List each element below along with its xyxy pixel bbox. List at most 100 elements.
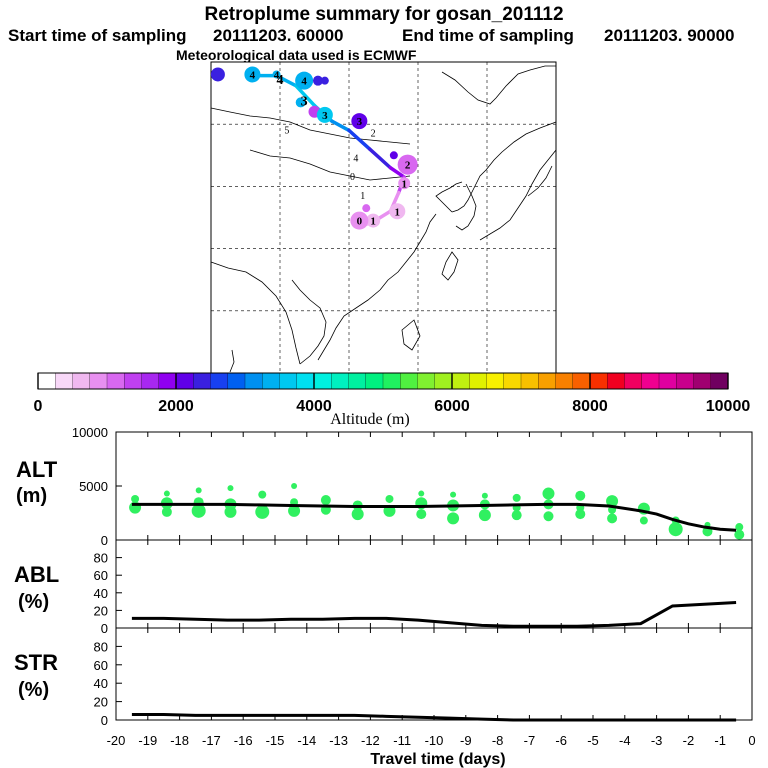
alt-scatter-point	[575, 490, 586, 501]
korea-peninsula	[455, 183, 477, 231]
trajectory-marker	[210, 67, 225, 82]
coast-japan	[479, 149, 557, 241]
colorbar-tick-label: 2000	[158, 398, 194, 415]
trajectory-marker	[397, 154, 418, 175]
trajectory-segment	[347, 128, 372, 151]
alt-scatter-point	[351, 508, 364, 521]
alt-mean-line	[131, 502, 737, 532]
alt-scatter-point	[450, 491, 457, 498]
alt-ylabel: ALT	[16, 457, 58, 482]
end-time-label: End time of sampling	[402, 26, 574, 45]
y-tick-label: 80	[94, 639, 108, 654]
map-day-label: 4	[353, 154, 358, 165]
alt-scatter-point	[478, 509, 491, 522]
abl-line	[131, 600, 737, 628]
map-gridlines	[211, 62, 556, 373]
colorbar-cell	[296, 372, 315, 390]
coast-china-east	[379, 213, 437, 291]
colorbar-cell	[313, 372, 332, 390]
x-tick-label: -3	[651, 733, 663, 748]
str-line	[131, 712, 737, 722]
colorbar-cell	[641, 372, 660, 390]
coast-korea-north	[451, 169, 487, 213]
marker-day-label: 0	[357, 216, 363, 228]
colorbar-cell	[589, 372, 608, 390]
colorbar-tick-label: 0	[34, 398, 43, 415]
y-tick-label: 0	[101, 621, 108, 636]
colorbar-cell	[676, 372, 694, 390]
trajectory-marker	[320, 76, 329, 85]
alt-scatter-point	[320, 495, 331, 506]
start-time-label: Start time of sampling	[8, 26, 187, 45]
y-tick-label: 0	[101, 533, 108, 548]
colorbar-cell	[417, 372, 436, 390]
coast-china-south	[317, 289, 381, 361]
colorbar-cell	[434, 372, 453, 390]
colorbar-cell	[55, 372, 73, 390]
coast-indochina	[291, 279, 327, 365]
trajectory-marker	[295, 97, 306, 108]
coast-bay-of-bengal	[210, 261, 301, 365]
altitude-colorbar: 0 2000 4000 6000 8000 10000 Altitude (m)	[34, 372, 751, 428]
figure-title: Retroplume summary for gosan_201112	[204, 4, 563, 25]
colorbar-cell	[382, 372, 401, 390]
trajectory-segment	[330, 119, 351, 133]
y-tick-label: 20	[94, 695, 108, 710]
x-tick-label: -11	[393, 733, 411, 748]
x-tick-label: -1	[714, 733, 726, 748]
colorbar-tick-label: 4000	[296, 398, 332, 415]
x-tick-label: -12	[361, 733, 380, 748]
y-tick-label: 20	[94, 603, 108, 618]
trajectory-segment	[294, 83, 317, 108]
colorbar-cell	[331, 372, 349, 390]
x-tick-label: -13	[329, 733, 348, 748]
y-tick-label: 40	[94, 676, 108, 691]
x-tick-label: -2	[683, 733, 695, 748]
x-tick-label: -14	[297, 733, 316, 748]
alt-scatter-point	[734, 529, 745, 540]
marker-day-label: 1	[370, 216, 376, 228]
coast-small-west	[229, 349, 235, 373]
coast-taiwan	[441, 251, 459, 281]
alt-scatter-point	[511, 510, 522, 521]
colorbar-cell	[141, 372, 160, 390]
y-tick-label: 40	[94, 586, 108, 601]
alt-scatter-point	[291, 483, 298, 489]
colorbar-cell	[693, 372, 712, 390]
x-tick-label: -20	[107, 733, 126, 748]
alt-scatter-point	[161, 506, 172, 517]
trajectory-marker	[389, 151, 398, 160]
alt-scatter-point	[543, 511, 554, 522]
x-tick-label: -8	[492, 733, 504, 748]
colorbar-cell	[175, 372, 194, 390]
x-tick-label: 0	[748, 733, 755, 748]
colorbar-cell	[365, 372, 384, 390]
colorbar-cell	[624, 372, 643, 390]
colorbar-cell	[469, 372, 487, 390]
colorbar-cell	[710, 372, 729, 390]
marker-day-label: 4	[301, 76, 307, 88]
colorbar-tick-label: 8000	[572, 398, 608, 415]
alt-scatter-point	[195, 487, 202, 494]
colorbar-cell	[486, 372, 505, 390]
colorbar-cell	[607, 372, 625, 390]
marker-day-label: 4	[274, 69, 280, 81]
colorbar-cell	[348, 372, 367, 390]
x-tick-label: -4	[619, 733, 631, 748]
x-axis-title: Travel time (days)	[370, 751, 505, 768]
y-tick-label: 0	[101, 713, 108, 728]
y-tick-label: 60	[94, 568, 108, 583]
y-tick-label: 10000	[72, 425, 108, 440]
marker-day-label: 3	[322, 110, 328, 122]
abl-frame	[115, 539, 753, 629]
colorbar-cell	[227, 372, 246, 390]
alt-ylabel-unit: (m)	[16, 485, 47, 507]
trajectory-marker	[312, 75, 323, 86]
end-time-value: 20111203. 90000	[604, 26, 734, 45]
alt-scatter-point	[227, 485, 234, 492]
colorbar-tick-label: 10000	[706, 398, 751, 415]
colorbar-cell	[279, 372, 298, 390]
alt-scatter-point	[481, 492, 488, 499]
